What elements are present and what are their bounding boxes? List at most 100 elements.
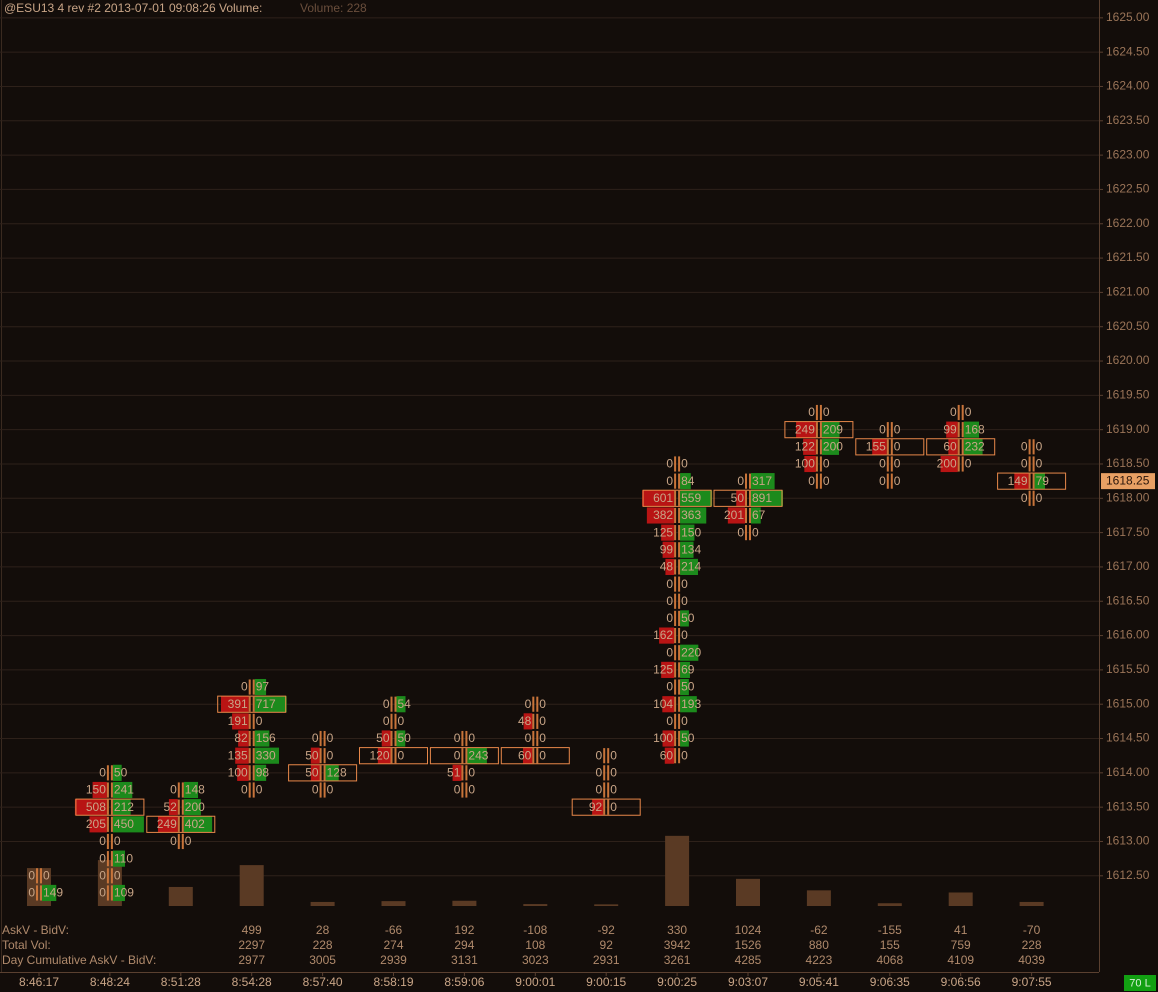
ask-value: 214 [681, 560, 701, 574]
footprint-row: 200 0 [937, 455, 972, 473]
y-tick-label: 1615.50 [1106, 662, 1150, 676]
x-tick-label: 8:51:28 [161, 975, 201, 989]
summary-value: 4285 [735, 953, 762, 967]
bid-value: 50 [305, 766, 319, 780]
cell-divider [1028, 473, 1031, 489]
y-tick-label: 1617.50 [1106, 525, 1150, 539]
ask-value: 0 [43, 868, 50, 882]
cell-divider [886, 456, 889, 472]
bid-cell [661, 661, 675, 678]
ask-cell [112, 799, 131, 816]
cell-divider [674, 490, 677, 506]
x-tick-label: 8:59:06 [444, 975, 484, 989]
cell-divider [252, 765, 255, 781]
ask-value: 0 [823, 474, 830, 488]
bid-value: 0 [737, 474, 744, 488]
cell-divider [319, 765, 322, 781]
summary-value: 330 [667, 923, 687, 937]
grid [0, 17, 1103, 877]
cell-divider [248, 679, 251, 695]
cell-divider [749, 490, 751, 506]
ask-value: 50 [681, 611, 695, 625]
ask-cell [680, 610, 689, 627]
footprint-row: 60 0 [500, 747, 570, 765]
cell-divider [815, 404, 818, 421]
footprint-row: 0 54 [383, 696, 412, 713]
bid-value: 0 [1021, 457, 1028, 471]
y-tick-label: 1616.50 [1106, 593, 1150, 607]
cell-divider [106, 816, 109, 832]
ask-value: 54 [398, 697, 412, 711]
bid-value: 0 [170, 783, 177, 797]
ask-cell [112, 850, 126, 867]
x-tick-label: 9:00:01 [515, 975, 555, 989]
bid-cell [736, 490, 745, 507]
summary-value: 3261 [664, 953, 691, 967]
cell-divider [745, 525, 747, 541]
ask-cell [254, 730, 270, 747]
bid-value: 0 [312, 731, 319, 745]
bid-value: 0 [454, 731, 461, 745]
footprint-row: 0 110 [99, 850, 133, 867]
cell-divider [110, 885, 113, 901]
bid-value: 0 [28, 886, 35, 900]
ask-value: 0 [539, 714, 546, 728]
cell-divider [319, 782, 322, 798]
bid-value: 60 [518, 748, 532, 762]
poc-box [146, 815, 216, 833]
cell-divider [177, 816, 180, 832]
y-tick-label: 1614.50 [1106, 731, 1150, 745]
volume-bar [523, 904, 548, 906]
ask-value: 450 [114, 817, 134, 831]
status: 70 L [1129, 977, 1150, 989]
summary-value: 4039 [1018, 953, 1045, 967]
poc-box [713, 489, 783, 507]
x-tick-label: 8:54:28 [232, 975, 272, 989]
footprint-row: 205 450 [86, 816, 144, 833]
cell-divider [106, 885, 109, 901]
footprint-row: 50 50 [376, 730, 411, 747]
cell-divider [815, 456, 818, 472]
bid-cell [940, 455, 958, 473]
ask-value: 0 [681, 714, 688, 728]
footprint-row: 60 232 [926, 438, 996, 456]
footprint-row: 150 241 [86, 781, 134, 799]
cell-divider [536, 713, 539, 729]
cell-divider [603, 765, 606, 781]
bid-value: 0 [666, 474, 673, 488]
bid-cell [662, 541, 675, 558]
ask-value: 97 [256, 680, 270, 694]
cell-divider [819, 422, 822, 438]
poc-box [926, 438, 996, 456]
cell-divider [323, 748, 326, 764]
volume-bar [806, 890, 831, 906]
footprint-row: 100 98 [228, 764, 269, 781]
bid-value: 0 [596, 783, 603, 797]
ask-cell [254, 747, 280, 764]
ask-value: 110 [114, 851, 133, 865]
cell-divider [36, 868, 38, 884]
bid-value: 60 [943, 439, 957, 453]
ask-value: 0 [894, 474, 901, 488]
ask-value: 0 [681, 628, 688, 642]
last-price-box [1101, 473, 1155, 490]
ask-value: 0 [539, 731, 546, 745]
ask-value: 79 [1036, 474, 1050, 488]
bid-cell [1014, 473, 1029, 490]
ask-value: 128 [327, 766, 347, 780]
summary-value: 759 [951, 938, 971, 952]
ask-value: 0 [468, 783, 475, 797]
bid-value: 135 [228, 748, 248, 762]
cell-divider [465, 765, 468, 781]
ask-cell [112, 816, 144, 833]
bid-value: 0 [99, 868, 106, 882]
cell-divider [181, 816, 184, 832]
cell-divider [323, 765, 326, 781]
